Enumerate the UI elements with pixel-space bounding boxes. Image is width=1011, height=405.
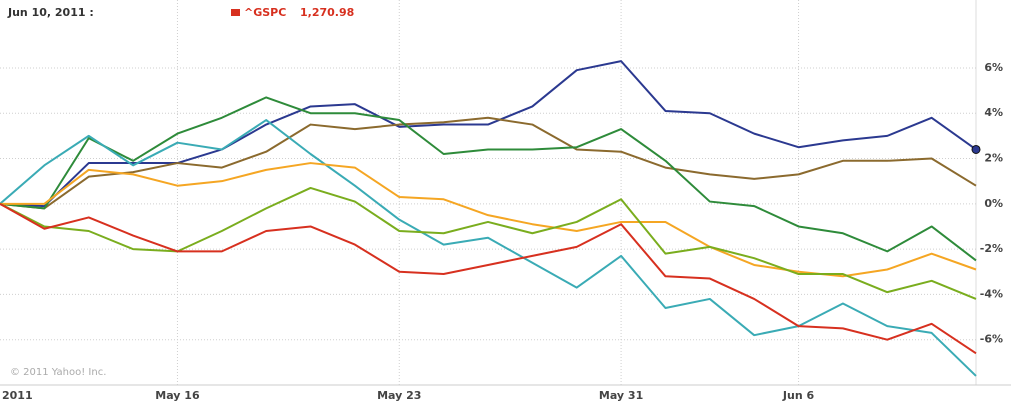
quote-label: 1,270.98 <box>300 6 354 19</box>
y-tick-label: 4% <box>984 106 1003 119</box>
x-tick-label: Jun 6 <box>782 389 815 402</box>
end-marker <box>971 144 981 154</box>
legend-label: ^GSPC <box>244 6 286 19</box>
y-tick-label: 6% <box>984 61 1003 74</box>
x-tick-label: May 16 <box>155 389 200 402</box>
header-date: Jun 10, 2011 : <box>7 6 94 19</box>
series-line <box>0 60 977 208</box>
y-tick-label: -2% <box>980 242 1003 255</box>
legend-swatch <box>231 9 240 16</box>
series-line <box>0 96 977 262</box>
x-tick-label: May 31 <box>599 389 643 402</box>
series-line <box>0 162 977 278</box>
y-tick-label: -4% <box>980 287 1003 300</box>
x-tick-label: 2011 <box>2 389 33 402</box>
y-tick-label: -6% <box>980 333 1003 346</box>
x-tick-label: May 23 <box>377 389 421 402</box>
y-tick-label: 2% <box>984 152 1003 165</box>
y-tick-label: 0% <box>984 197 1003 210</box>
series-line <box>0 116 977 210</box>
series-line <box>0 186 977 300</box>
watermark: © 2011 Yahoo! Inc. <box>10 367 106 378</box>
series-line <box>0 202 977 355</box>
series-line <box>0 119 977 377</box>
